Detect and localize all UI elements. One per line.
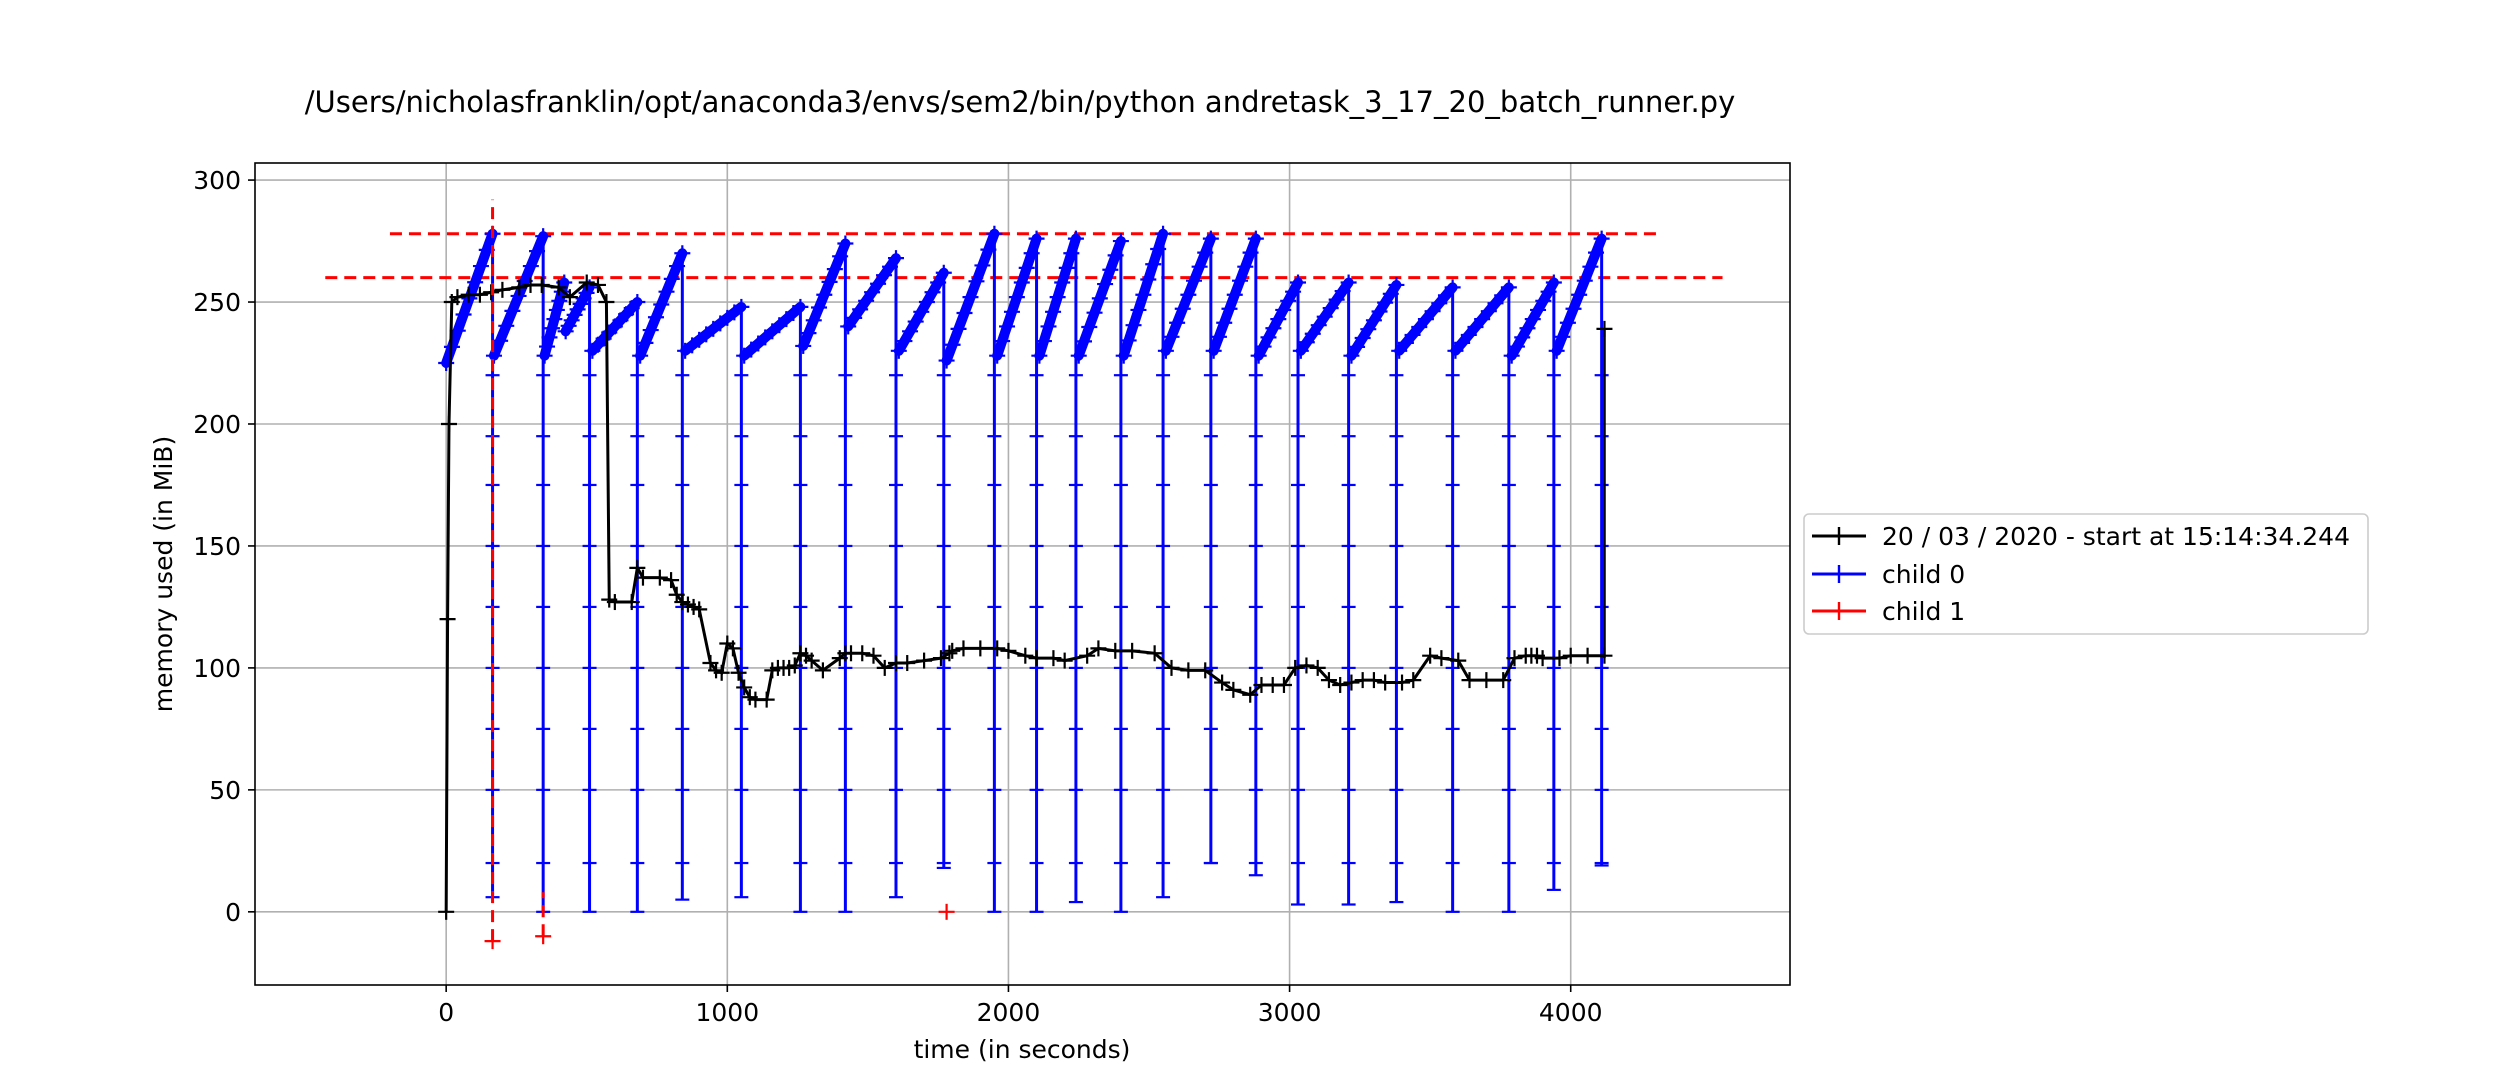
series-main-process [438, 274, 1613, 920]
y-tick-label: 300 [193, 166, 241, 195]
legend-entry-child-1: child 1 [1812, 597, 1965, 626]
y-axis-label: memory used (in MiB) [149, 436, 178, 712]
y-tick-label: 200 [193, 410, 241, 439]
grid-lines [255, 163, 1790, 985]
x-tick-label: 0 [438, 998, 454, 1027]
legend-frame [1803, 513, 2369, 635]
legend-entry-child-0: child 0 [1812, 560, 1965, 589]
series-child-0 [438, 225, 1610, 913]
series-child-1 [484, 199, 955, 950]
y-tick-label: 150 [193, 532, 241, 561]
legend: 20 / 03 / 2020 - start at 15:14:34.244 c… [1803, 513, 2369, 635]
y-tick-label: 50 [209, 776, 241, 805]
x-tick-label: 2000 [977, 998, 1041, 1027]
data-series [325, 199, 1723, 950]
y-tick-label: 100 [193, 654, 241, 683]
x-axis-label: time (in seconds) [914, 1035, 1131, 1064]
legend-label-child-1: child 1 [1882, 597, 1965, 626]
axis-ticks: 0 1000 2000 3000 4000 0 50 100 150 200 250 300 [193, 166, 1602, 1027]
y-tick-label: 0 [225, 898, 241, 927]
x-tick-label: 3000 [1258, 998, 1322, 1027]
legend-label-child-0: child 0 [1882, 560, 1965, 589]
plot-area [255, 163, 1790, 985]
chart-title: /Users/nicholasfranklin/opt/anaconda3/en… [305, 85, 1736, 119]
plot-frame [254, 162, 1791, 986]
legend-entry-main: 20 / 03 / 2020 - start at 15:14:34.244 [1812, 522, 2350, 551]
legend-label-main: 20 / 03 / 2020 - start at 15:14:34.244 [1882, 522, 2350, 551]
x-tick-label: 1000 [695, 998, 759, 1027]
x-tick-label: 4000 [1539, 998, 1603, 1027]
y-tick-label: 250 [193, 288, 241, 317]
